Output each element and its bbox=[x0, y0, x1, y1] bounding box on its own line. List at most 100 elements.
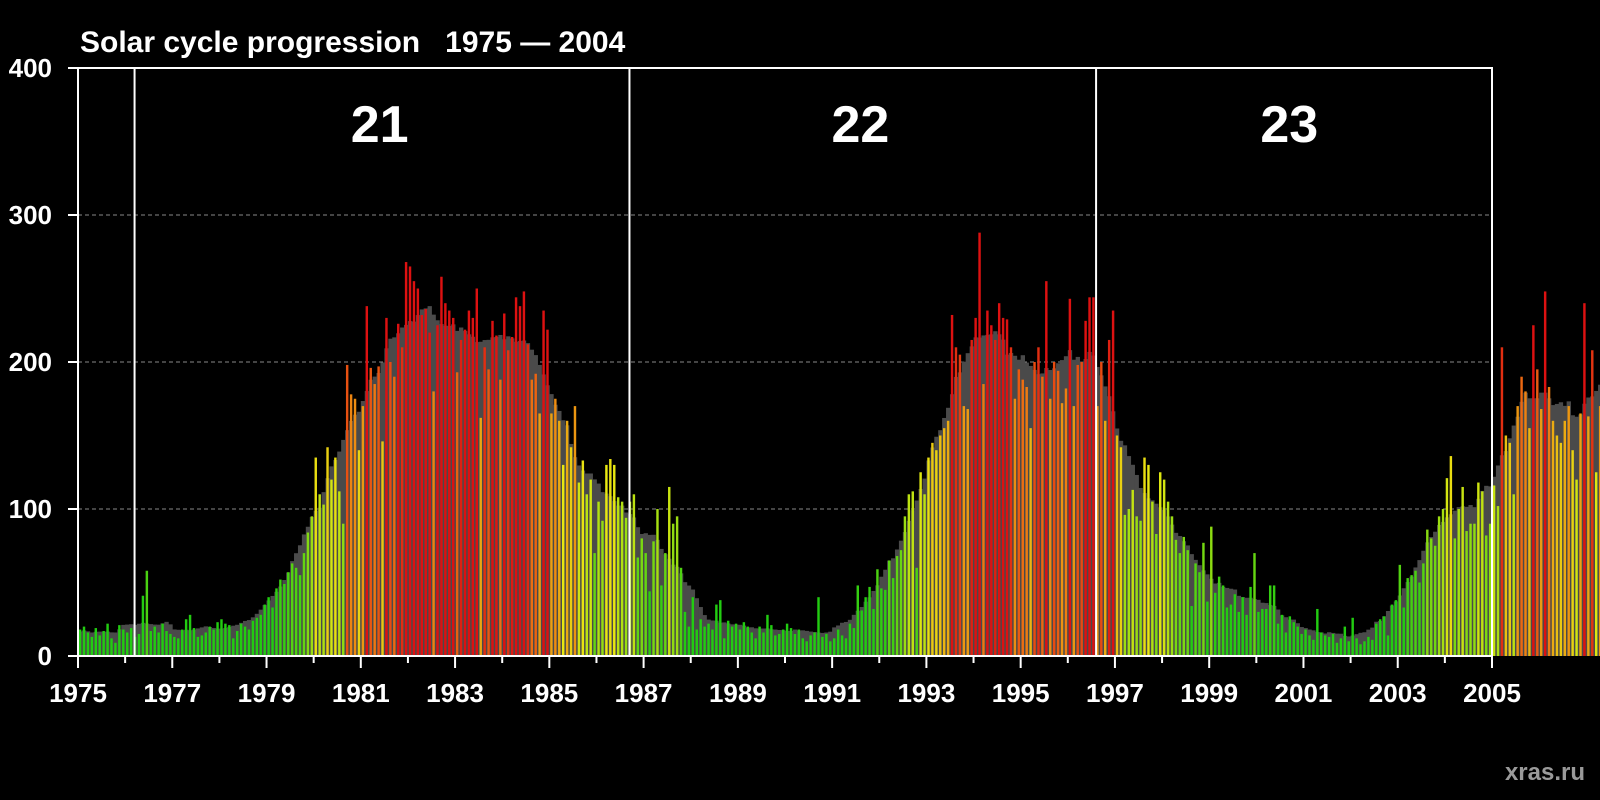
monthly-bar bbox=[310, 516, 314, 656]
monthly-bar bbox=[408, 266, 412, 656]
monthly-bar bbox=[778, 633, 781, 656]
monthly-bar bbox=[671, 523, 675, 656]
monthly-bar bbox=[1064, 388, 1068, 656]
monthly-bar bbox=[1025, 386, 1028, 656]
monthly-bar bbox=[287, 572, 290, 656]
monthly-bar bbox=[302, 553, 306, 656]
monthly-bar bbox=[503, 313, 506, 656]
monthly-bar bbox=[1233, 594, 1237, 656]
monthly-bar bbox=[102, 631, 105, 656]
monthly-bar bbox=[1504, 435, 1508, 656]
monthly-bar bbox=[542, 310, 545, 656]
monthly-bar bbox=[1284, 632, 1288, 656]
monthly-bar bbox=[687, 626, 691, 656]
monthly-bar bbox=[1296, 626, 1299, 656]
monthly-bar bbox=[954, 347, 958, 656]
monthly-bar bbox=[1017, 369, 1021, 656]
monthly-bar bbox=[255, 617, 259, 656]
monthly-bar bbox=[1005, 319, 1009, 656]
monthly-bar bbox=[919, 472, 922, 656]
monthly-bar bbox=[695, 629, 698, 656]
monthly-bar bbox=[762, 632, 765, 656]
monthly-bar bbox=[899, 550, 903, 656]
monthly-bar bbox=[1194, 563, 1197, 656]
monthly-bar bbox=[129, 628, 133, 656]
monthly-bar bbox=[805, 641, 808, 656]
x-tick-label: 1991 bbox=[803, 678, 861, 708]
monthly-bar bbox=[1378, 619, 1382, 656]
monthly-bar bbox=[1445, 478, 1449, 656]
y-tick-label: 0 bbox=[38, 641, 52, 671]
monthly-bar bbox=[982, 384, 985, 656]
monthly-bar bbox=[1591, 350, 1594, 656]
y-tick-label: 100 bbox=[9, 494, 52, 524]
monthly-bar bbox=[1029, 428, 1032, 656]
monthly-bar bbox=[208, 626, 211, 656]
monthly-bar bbox=[471, 317, 475, 656]
monthly-bar bbox=[605, 464, 608, 656]
smoothed-series bbox=[78, 306, 1600, 656]
monthly-bar bbox=[444, 303, 447, 656]
monthly-bar bbox=[220, 619, 223, 656]
monthly-bar bbox=[1508, 442, 1512, 656]
monthly-bar bbox=[1162, 479, 1166, 656]
monthly-bar bbox=[1174, 539, 1178, 656]
monthly-bar bbox=[432, 391, 435, 656]
monthly-bar bbox=[1437, 516, 1441, 656]
monthly-bar bbox=[530, 379, 533, 656]
monthly-bar bbox=[1237, 611, 1240, 656]
monthly-bar bbox=[1453, 538, 1457, 656]
monthly-bar bbox=[1488, 523, 1492, 656]
monthly-bar bbox=[797, 629, 801, 656]
monthly-bar bbox=[750, 632, 753, 656]
monthly-bar bbox=[1551, 420, 1555, 656]
smoothed-bar bbox=[694, 598, 699, 656]
monthly-bar bbox=[738, 629, 742, 656]
monthly-bar bbox=[235, 631, 239, 656]
monthly-bar bbox=[1441, 509, 1445, 656]
y-tick-labels: 0 100 200 300 400 bbox=[9, 53, 52, 671]
monthly-bar bbox=[173, 636, 176, 656]
monthly-bar bbox=[514, 297, 518, 656]
monthly-bar bbox=[1386, 635, 1390, 656]
monthly-bar bbox=[1343, 626, 1347, 656]
monthly-bar bbox=[1245, 614, 1248, 656]
monthly-bar bbox=[232, 638, 235, 656]
monthly-bar bbox=[1276, 623, 1280, 656]
x-tick-label: 1987 bbox=[615, 678, 673, 708]
monthly-bar bbox=[1001, 317, 1005, 656]
monthly-bar bbox=[290, 563, 294, 656]
monthly-bar bbox=[122, 629, 125, 656]
monthly-bar bbox=[318, 494, 321, 656]
monthly-bar bbox=[836, 629, 840, 656]
monthly-bar bbox=[640, 538, 643, 656]
monthly-bar bbox=[1139, 520, 1142, 656]
monthly-bar bbox=[1536, 369, 1539, 656]
monthly-bar bbox=[1288, 616, 1292, 656]
monthly-bar bbox=[1143, 457, 1146, 656]
monthly-bar bbox=[809, 635, 812, 656]
monthly-bar bbox=[385, 317, 388, 656]
monthly-bar bbox=[314, 457, 317, 656]
monthly-bar bbox=[259, 614, 262, 656]
monthly-bar bbox=[212, 629, 215, 656]
monthly-bar bbox=[1190, 606, 1193, 656]
monthly-bar bbox=[86, 632, 90, 656]
monthly-bar bbox=[169, 633, 172, 656]
monthly-bar bbox=[789, 628, 793, 656]
monthly-bar bbox=[774, 635, 777, 656]
monthly-bar bbox=[907, 494, 911, 656]
monthly-bar bbox=[742, 622, 746, 656]
monthly-bar bbox=[668, 486, 671, 656]
monthly-bar bbox=[844, 638, 848, 656]
monthly-bar bbox=[1496, 506, 1500, 656]
monthly-bar bbox=[577, 482, 581, 656]
watermark: xras.ru bbox=[1505, 759, 1585, 786]
monthly-bar bbox=[616, 497, 620, 656]
monthly-bar bbox=[931, 442, 934, 656]
monthly-bar bbox=[1100, 362, 1103, 656]
x-tick-labels: 1975 1977 1979 1981 1983 1985 1987 1989 1991 1993… bbox=[49, 678, 1521, 708]
monthly-bar bbox=[1543, 291, 1547, 656]
monthly-bar bbox=[1135, 516, 1138, 656]
monthly-bar bbox=[699, 619, 702, 656]
